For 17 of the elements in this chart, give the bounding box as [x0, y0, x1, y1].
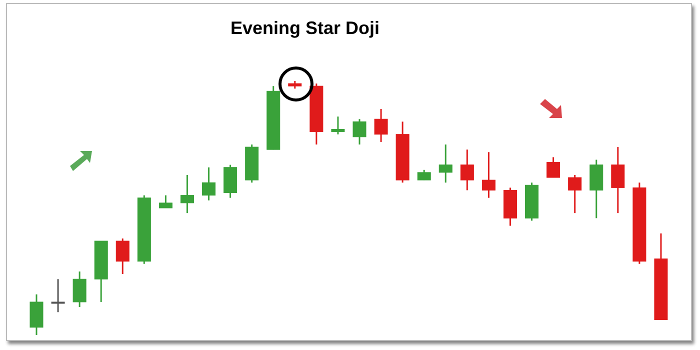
candlestick — [482, 151, 496, 199]
candlestick — [352, 118, 366, 146]
candlestick — [546, 156, 560, 178]
candlestick — [51, 278, 65, 313]
candlestick — [417, 169, 431, 181]
candlestick — [331, 116, 345, 136]
candlestick — [180, 174, 194, 214]
candlestick — [158, 194, 172, 209]
candlestick — [202, 166, 216, 202]
candlestick — [568, 174, 582, 214]
candlestick — [116, 238, 130, 275]
candlestick — [460, 148, 474, 191]
candlestick — [72, 270, 86, 308]
candlestick — [438, 144, 452, 184]
candlestick — [374, 108, 388, 143]
chart-title: Evening Star Doji — [229, 18, 381, 39]
candlestick — [611, 146, 625, 214]
